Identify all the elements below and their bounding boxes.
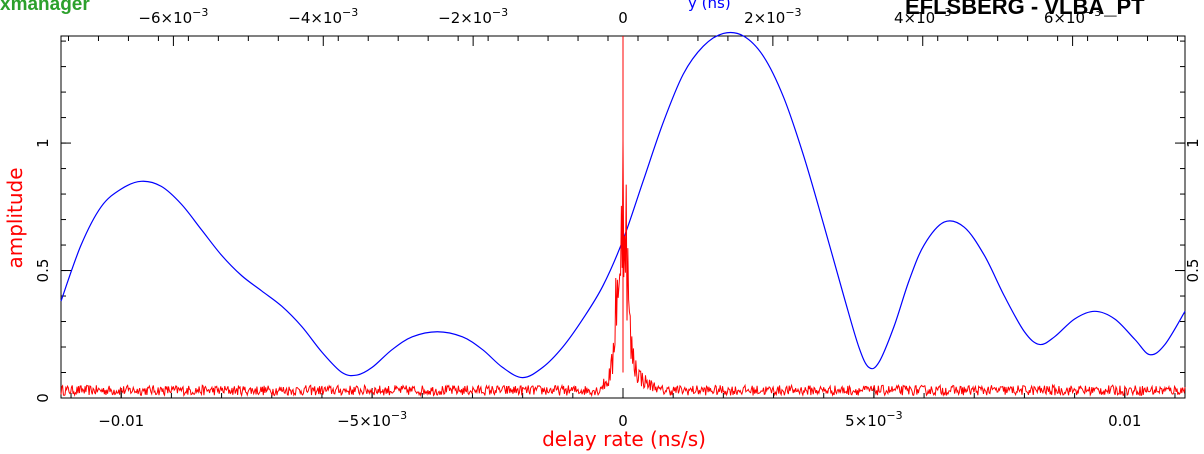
top-tick-label: −2×10−3 [438, 6, 508, 27]
y-axis-label: amplitude [3, 167, 27, 268]
left-tick-label: 0 [34, 393, 52, 403]
tick-labels: −0.01 −5×10−3 0 5×10−3 0.01 −6×10−3 −4×10−3 −2×… [34, 6, 1202, 430]
series-line-blue [60, 31, 1186, 379]
left-tick-label: 1 [34, 138, 52, 148]
top-tick-label: 0 [618, 9, 628, 27]
top-axis-label: y (ns) [688, 0, 731, 12]
top-tick-label: 6×10−3 [1044, 6, 1101, 27]
program-name-label: xmanager [0, 0, 90, 15]
top-tick-label: 4×10−3 [894, 6, 951, 27]
top-tick-label: −4×10−3 [288, 6, 358, 27]
bottom-tick-label: 0 [618, 412, 628, 430]
left-tick-label: 0.5 [34, 259, 52, 283]
bottom-tick-label: 0.01 [1108, 412, 1141, 430]
series-line-red [60, 36, 1186, 398]
bottom-tick-label: −0.01 [98, 412, 144, 430]
right-tick-label: 0.5 [1184, 259, 1202, 283]
bottom-tick-label: 5×10−3 [845, 409, 902, 430]
baseline-title: EFLSBERG - VLBA_PT [905, 0, 1145, 19]
x-axis-label: delay rate (ns/s) [542, 427, 706, 451]
series-group [60, 31, 1186, 398]
bottom-tick-label: −5×10−3 [337, 409, 407, 430]
right-tick-label: 1 [1184, 138, 1202, 148]
top-tick-label: 2×10−3 [744, 6, 801, 27]
top-tick-label: −6×10−3 [138, 6, 208, 27]
